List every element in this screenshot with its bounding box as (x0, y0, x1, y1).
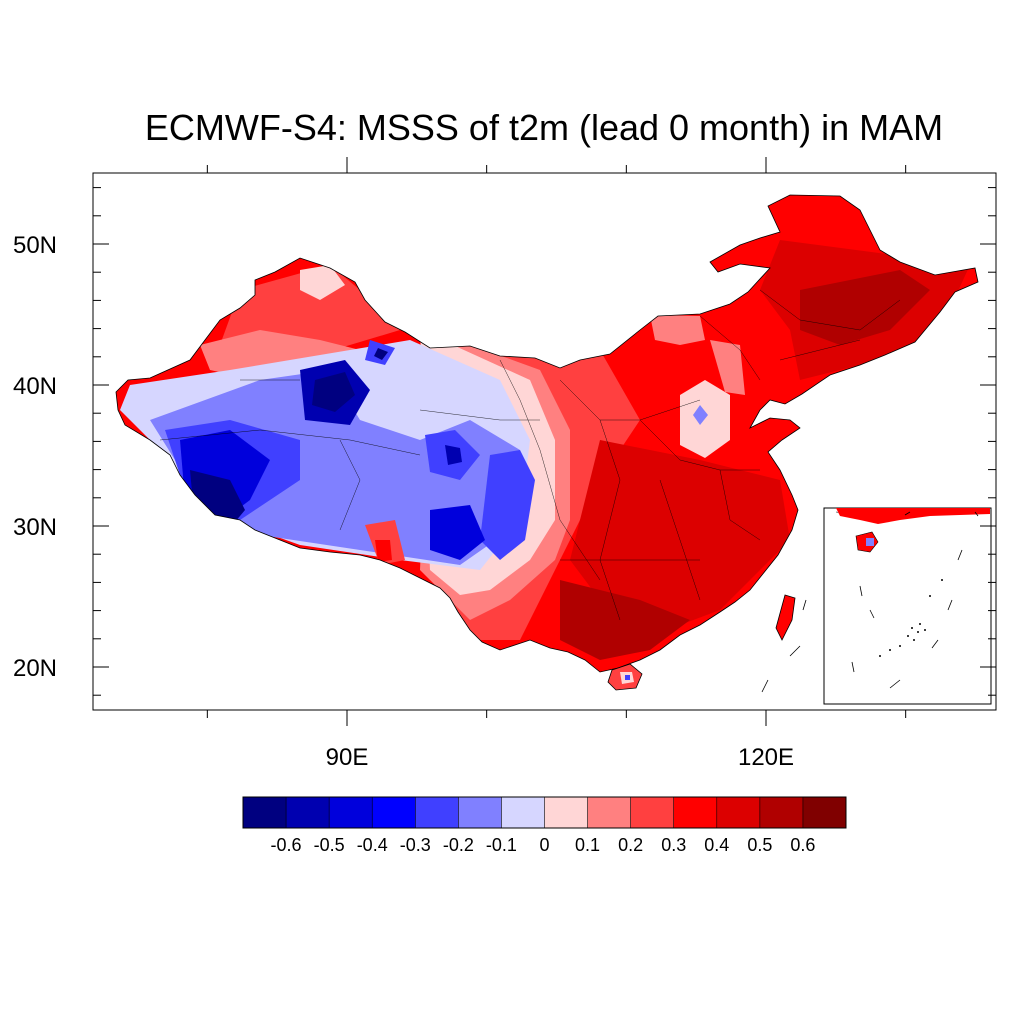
colorbar-swatch (802, 797, 847, 828)
inset-mainland (836, 508, 990, 524)
field-south-0-6 (560, 580, 690, 660)
colorbar-label: 0 (539, 835, 549, 855)
inset-islands (879, 579, 943, 657)
dash-line-2 (789, 645, 801, 657)
lon-tick-label: 120E (738, 744, 794, 771)
colorbar-label: -0.5 (314, 835, 345, 855)
colorbar-swatch (415, 797, 459, 828)
colorbar-swatch (630, 797, 675, 828)
field-center-neg0-5 (445, 445, 462, 465)
dash-line-1 (761, 679, 769, 693)
colorbar-label: -0.1 (486, 835, 517, 855)
inset-dashes (851, 511, 979, 689)
south-china-sea-inset (823, 507, 992, 705)
colorbar-label: 0.2 (618, 835, 643, 855)
lon-tick-label: 90E (326, 744, 369, 771)
taiwan (775, 594, 796, 641)
field-xinjiang-0-1 (300, 265, 345, 300)
lat-tick-label: 30N (13, 514, 57, 541)
field-plateau-pos0-4 (375, 540, 392, 562)
colorbar-swatch (716, 797, 761, 828)
axis-ticks (93, 157, 996, 726)
dash-line-3 (802, 599, 807, 611)
inset-frame (823, 507, 992, 705)
colorbar-swatch (544, 797, 589, 828)
colorbar-label: 0.4 (704, 835, 729, 855)
field-north-china-0-2 (650, 315, 705, 345)
inset-hainan-core (866, 538, 874, 546)
colorbar-swatch (501, 797, 545, 828)
colorbar-swatch (286, 797, 330, 828)
china-outline (115, 194, 979, 693)
lat-tick-label: 20N (13, 655, 57, 682)
colorbar-swatch (587, 797, 632, 828)
china-border (115, 194, 979, 673)
colorbar-label: 0.5 (747, 835, 772, 855)
field-qilian-core (374, 348, 388, 360)
field-core-neg0-5 (312, 372, 355, 412)
colorbar-label: -0.3 (400, 835, 431, 855)
colorbar-label: 0.1 (575, 835, 600, 855)
hainan-core (625, 675, 630, 680)
axis-labels: 50N 40N 30N 20N 90E 120E (13, 232, 794, 771)
colorbar: -0.6 -0.5 -0.4 -0.3 -0.2 -0.1 0 0.1 0.2 0.3 0.4 0.5… (242, 796, 847, 855)
province-lines (159, 289, 901, 621)
field-shandong-0-1 (680, 380, 730, 458)
colorbar-label: 0.3 (661, 835, 686, 855)
colorbar-swatch (673, 797, 718, 828)
colorbar-label: -0.6 (271, 835, 302, 855)
colorbar-swatch (243, 797, 287, 828)
field-east-neg0-3 (480, 450, 535, 560)
field-shandong-neg (693, 405, 708, 425)
field-northeast-0-6 (800, 270, 930, 345)
colorbar-label: -0.4 (357, 835, 388, 855)
colorbar-label: -0.2 (443, 835, 474, 855)
colorbar-swatch (759, 797, 804, 828)
field-south-neg0-4 (430, 505, 485, 560)
lat-tick-label: 50N (13, 232, 57, 259)
lat-tick-label: 40N (13, 373, 57, 400)
field-bohai-0-2 (710, 340, 745, 395)
chart-title: ECMWF-S4: MSSS of t2m (lead 0 month) in … (145, 107, 943, 148)
colorbar-swatch (458, 797, 502, 828)
colorbar-swatch (372, 797, 416, 828)
colorbar-swatch (329, 797, 373, 828)
colorbar-label: 0.6 (790, 835, 815, 855)
